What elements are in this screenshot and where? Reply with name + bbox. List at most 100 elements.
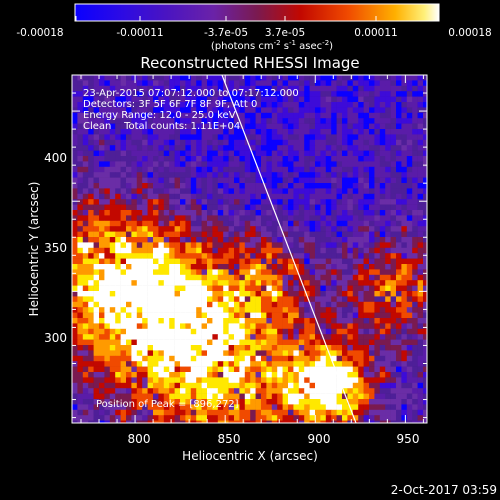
image-pixel	[120, 264, 127, 270]
image-pixel	[185, 80, 192, 87]
image-pixel	[136, 388, 143, 394]
image-pixel	[234, 134, 240, 141]
image-pixel	[390, 274, 397, 281]
image-pixel	[147, 112, 154, 119]
image-pixel	[244, 258, 251, 265]
image-pixel	[315, 231, 321, 238]
image-pixel	[282, 85, 289, 92]
image-pixel	[406, 415, 413, 421]
image-pixel	[239, 377, 246, 384]
image-pixel	[325, 188, 332, 195]
image-pixel	[72, 247, 78, 254]
image-pixel	[217, 231, 224, 238]
image-pixel	[288, 91, 294, 97]
image-pixel	[174, 161, 181, 168]
image-pixel	[298, 388, 305, 394]
image-pixel	[266, 242, 273, 249]
image-pixel	[342, 123, 348, 130]
image-pixel	[331, 177, 337, 184]
image-pixel	[120, 220, 127, 227]
image-pixel	[88, 274, 94, 281]
image-pixel	[77, 334, 84, 340]
image-pixel	[174, 150, 181, 157]
image-pixel	[417, 172, 424, 178]
image-pixel	[363, 172, 370, 178]
image-pixel	[207, 296, 213, 303]
image-pixel	[185, 404, 192, 411]
image-pixel	[417, 226, 424, 232]
image-pixel	[352, 301, 359, 308]
image-pixel	[153, 393, 159, 400]
image-pixel	[336, 134, 343, 141]
image-pixel	[250, 91, 256, 97]
image-pixel	[331, 274, 337, 281]
image-pixel	[196, 291, 202, 297]
image-pixel	[396, 145, 402, 151]
image-pixel	[277, 210, 283, 216]
image-pixel	[336, 399, 343, 405]
image-pixel	[255, 372, 262, 378]
image-pixel	[115, 220, 121, 227]
image-pixel	[174, 134, 181, 141]
image-pixel	[93, 150, 100, 157]
image-pixel	[309, 350, 316, 357]
image-pixel	[271, 339, 278, 346]
image-pixel	[277, 161, 283, 168]
image-pixel	[277, 280, 283, 286]
detectors-label: Detectors: 3F 5F 6F 7F 8F 9F, Att 0	[83, 99, 257, 110]
image-pixel	[282, 75, 289, 81]
image-pixel	[385, 420, 391, 423]
image-pixel	[363, 107, 370, 114]
image-pixel	[228, 123, 235, 130]
image-pixel	[412, 220, 418, 227]
image-pixel	[363, 193, 370, 200]
image-pixel	[298, 355, 305, 362]
image-pixel	[190, 301, 197, 308]
image-pixel	[320, 210, 327, 216]
image-pixel	[158, 388, 165, 394]
image-pixel	[201, 318, 208, 324]
image-pixel	[207, 355, 213, 362]
image-pixel	[185, 188, 192, 195]
image-pixel	[207, 242, 213, 249]
image-pixel	[282, 269, 289, 276]
image-pixel	[266, 258, 273, 265]
image-pixel	[266, 220, 273, 227]
image-pixel	[261, 231, 267, 238]
image-pixel	[320, 399, 327, 405]
image-pixel	[169, 210, 175, 216]
image-pixel	[277, 156, 283, 162]
image-pixel	[406, 404, 413, 411]
image-pixel	[352, 193, 359, 200]
image-pixel	[93, 134, 100, 141]
image-pixel	[223, 134, 229, 141]
image-pixel	[369, 129, 375, 135]
image-pixel	[401, 393, 408, 400]
image-pixel	[217, 377, 224, 384]
image-pixel	[99, 112, 105, 119]
image-pixel	[342, 291, 348, 297]
image-pixel	[282, 307, 289, 313]
image-pixel	[406, 285, 413, 292]
image-pixel	[250, 339, 256, 346]
image-pixel	[250, 355, 256, 362]
image-pixel	[271, 161, 278, 168]
image-pixel	[82, 350, 89, 357]
image-pixel	[385, 183, 391, 189]
image-pixel	[379, 91, 386, 97]
image-pixel	[347, 280, 354, 286]
image-pixel	[228, 156, 235, 162]
image-pixel	[126, 237, 132, 243]
image-pixel	[239, 291, 246, 297]
image-pixel	[196, 161, 202, 168]
image-pixel	[385, 399, 391, 405]
image-pixel	[212, 382, 219, 389]
image-pixel	[390, 415, 397, 421]
image-pixel	[153, 204, 159, 211]
image-pixel	[180, 253, 186, 259]
image-pixel	[423, 264, 427, 270]
image-pixel	[131, 345, 138, 351]
image-pixel	[136, 355, 143, 362]
image-pixel	[304, 388, 310, 394]
image-pixel	[423, 118, 427, 124]
